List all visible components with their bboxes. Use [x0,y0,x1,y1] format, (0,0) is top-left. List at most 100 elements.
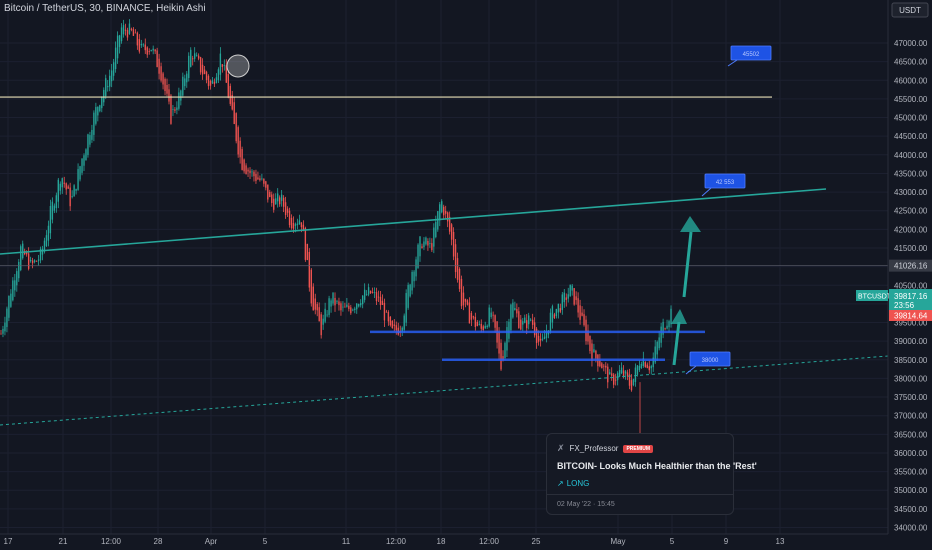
red-price-badge [889,310,932,321]
candle-body [622,370,625,377]
candle-body [648,366,650,371]
candle-body [595,350,597,359]
candle-body [322,318,324,325]
candle-body [435,221,437,238]
candle-body [213,81,216,84]
callout-box [730,45,772,61]
candle-body [454,244,457,273]
author-name[interactable]: FX_Professor [569,444,619,453]
candle-body [462,292,465,306]
candle-body [445,211,447,214]
candle-body [199,57,202,73]
price-tick-label: 36500.00 [894,430,928,439]
candle-body [498,332,500,354]
candle-body [446,212,449,222]
candle-body [112,62,115,76]
candle-body [589,335,591,351]
drawings[interactable]: 45502 42 553 38000 [0,45,889,426]
candle-body [292,222,295,229]
level-badge-text: 41026.16 [894,262,928,271]
price-tick-label: 35500.00 [894,468,928,477]
candle-body [8,295,10,318]
idea-card[interactable]: ✗ FX_Professor PREMIUM BITCOIN- Looks Mu… [546,433,757,515]
candles [0,19,672,461]
candle-body [122,25,125,35]
time-tick-label: 17 [4,537,13,546]
candle-body [178,92,180,109]
price-tick-label: 37500.00 [894,393,928,402]
candle-body [233,102,235,125]
candle-body [415,259,417,277]
candle-body [142,44,144,46]
candle-body [239,140,241,158]
price-tick-label: 45000.00 [894,114,928,123]
time-tick-label: May [610,537,625,546]
candle-body [468,302,471,324]
candle-body [190,49,192,67]
candle-body [379,296,382,305]
candle-body [176,107,178,111]
candle-body [126,30,129,38]
candle-body [470,312,473,320]
author-row[interactable]: ✗ FX_Professor PREMIUM [557,443,654,454]
price-axis[interactable]: 34000.00 34500.00 35000.00 35500.00 36000.00… [856,0,932,550]
candle-body [363,289,366,300]
candle-body [263,178,265,184]
candle-body [369,290,372,294]
candle-body [45,235,48,247]
candle-body [579,305,581,320]
candle-body [312,286,314,311]
candle-body [71,196,73,197]
candle-body [336,301,338,303]
candle-body [638,365,641,371]
price-tick-label: 37000.00 [894,412,928,421]
candle-body [33,260,36,262]
candle-body [211,80,214,84]
candle-body [120,27,123,42]
candle-body [569,284,571,297]
up-arrow-shaft [672,321,681,366]
candle-body [356,303,358,310]
candle-body [53,205,56,211]
candle-body [255,173,257,181]
candle-body [375,292,378,302]
candle-body [668,321,670,328]
candle-body [520,319,522,330]
price-tick-label: 47000.00 [894,39,928,48]
candle-body [134,32,137,34]
candle-body [644,362,647,368]
time-tick-label: 12:00 [101,537,122,546]
candle-body [504,342,506,359]
card-divider [547,494,733,495]
candle-body [427,240,429,246]
time-axis[interactable]: 17 21 12:00 28 Apr 5 11 12:00 18 12:00 25 May 5 9 13 [0,533,888,546]
candle-body [314,298,316,310]
candle-body [132,29,135,36]
candle-body [2,328,4,334]
candle-body [381,300,384,305]
candle-body [172,108,174,110]
candle-body [282,197,285,207]
direction-text: LONG [566,479,590,488]
candle-body [565,297,567,300]
candle-body [205,71,208,81]
candle-body [439,204,441,221]
idea-title[interactable]: BITCOIN- Looks Much Healthier than the '… [557,461,757,471]
upper-trendline [0,188,827,255]
candle-body [616,372,619,381]
candle-body [557,303,560,313]
candle-body [150,49,152,52]
candle-body [354,308,356,310]
candle-body [89,135,91,145]
candle-body [12,280,14,301]
candle-body [541,338,544,340]
candle-body [480,323,482,329]
candle-body [241,149,243,170]
candle-body [85,149,87,161]
candle-body [350,307,352,314]
candle-body [603,365,605,367]
candle-body [93,112,95,135]
candle-body [626,372,629,377]
candle-body [37,259,40,262]
